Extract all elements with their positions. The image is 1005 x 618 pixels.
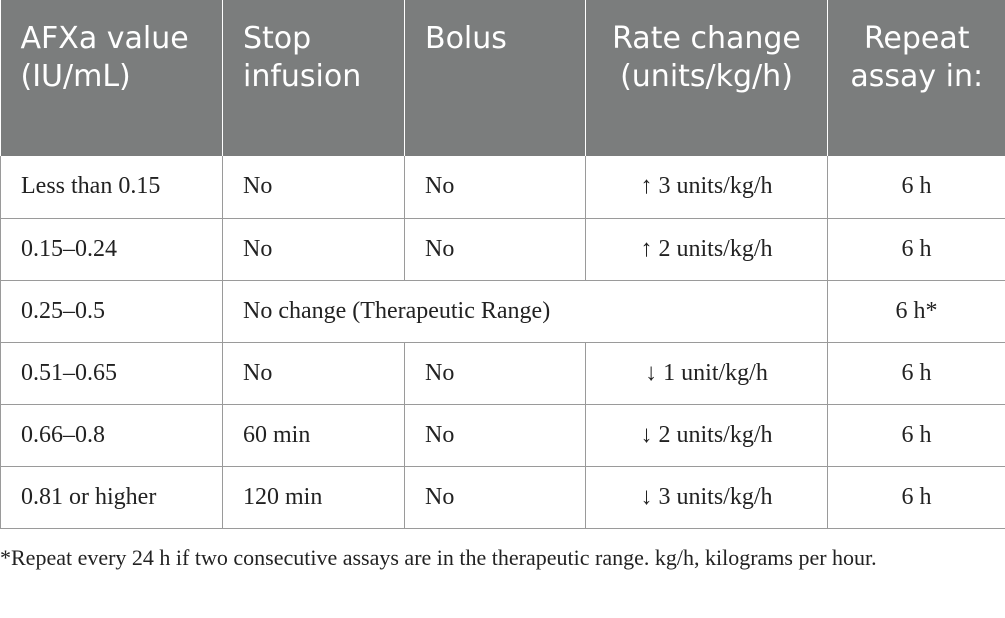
cell-stop-infusion: 60 min: [222, 404, 405, 467]
table-row: Less than 0.15 No No ↑ 3 units/kg/h 6 h: [0, 156, 1005, 219]
cell-repeat-assay: 6 h*: [827, 280, 1005, 343]
cell-repeat-assay: 6 h: [827, 466, 1005, 529]
header-bolus: Bolus: [404, 0, 586, 156]
cell-rate-change: ↓ 3 units/kg/h: [585, 466, 828, 529]
cell-stop-infusion: No: [222, 156, 405, 219]
cell-bolus: No: [404, 466, 586, 529]
cell-repeat-assay: 6 h: [827, 156, 1005, 219]
cell-repeat-assay: 6 h: [827, 342, 1005, 405]
cell-rate-change: ↓ 2 units/kg/h: [585, 404, 828, 467]
header-rate-change: Rate change (units/kg/h): [585, 0, 828, 156]
cell-afxa-value: 0.51–0.65: [0, 342, 223, 405]
cell-stop-infusion: No: [222, 218, 405, 281]
cell-bolus: No: [404, 156, 586, 219]
cell-repeat-assay: 6 h: [827, 404, 1005, 467]
cell-rate-change: ↑ 3 units/kg/h: [585, 156, 828, 219]
cell-afxa-value: 0.15–0.24: [0, 218, 223, 281]
cell-afxa-value: 0.81 or higher: [0, 466, 223, 529]
table-footnote: *Repeat every 24 h if two consecutive as…: [0, 545, 877, 570]
header-row: AFXa value (IU/​mL) Stop infusion Bolus …: [0, 0, 1005, 156]
cell-rate-change: ↑ 2 units/kg/h: [585, 218, 828, 281]
table-row: 0.81 or higher 120 min No ↓ 3 units/kg/h…: [0, 466, 1005, 529]
table-row: 0.66–0.8 60 min No ↓ 2 units/kg/h 6 h: [0, 404, 1005, 467]
table-body: Less than 0.15 No No ↑ 3 units/kg/h 6 h …: [0, 156, 1005, 529]
cell-bolus: No: [404, 342, 586, 405]
afxa-dosing-table: AFXa value (IU/​mL) Stop infusion Bolus …: [0, 0, 1005, 529]
table-row: 0.15–0.24 No No ↑ 2 units/kg/h 6 h: [0, 218, 1005, 281]
cell-afxa-value: Less than 0.15: [0, 156, 223, 219]
cell-rate-change: ↓ 1 unit/kg/h: [585, 342, 828, 405]
cell-stop-infusion: 120 min: [222, 466, 405, 529]
table-header: AFXa value (IU/​mL) Stop infusion Bolus …: [0, 0, 1005, 156]
cell-afxa-value: 0.66–0.8: [0, 404, 223, 467]
cell-bolus: No: [404, 218, 586, 281]
cell-stop-infusion: No: [222, 342, 405, 405]
cell-bolus: No: [404, 404, 586, 467]
cell-merged-no-change: No change (Therapeutic Range): [222, 280, 828, 343]
header-repeat-assay: Repeat assay in:: [827, 0, 1005, 156]
cell-afxa-value: 0.25–0.5: [0, 280, 223, 343]
cell-repeat-assay: 6 h: [827, 218, 1005, 281]
header-stop-infusion: Stop infusion: [222, 0, 405, 156]
table-row: 0.51–0.65 No No ↓ 1 unit/kg/h 6 h: [0, 342, 1005, 405]
table-row: 0.25–0.5 No change (Therapeutic Range) 6…: [0, 280, 1005, 343]
header-afxa-value: AFXa value (IU/​mL): [0, 0, 223, 156]
